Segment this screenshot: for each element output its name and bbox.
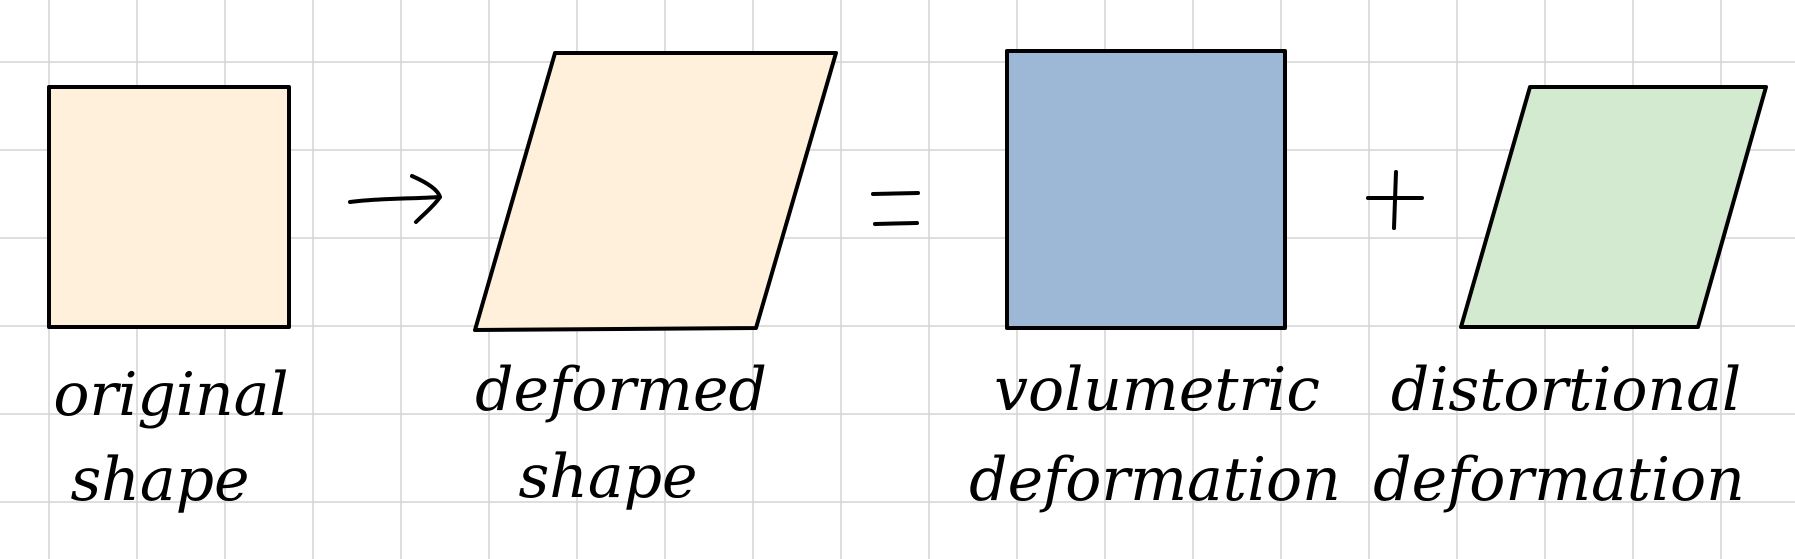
deformed-shape-group bbox=[473, 51, 838, 332]
volumetric-label-line1: volumetric bbox=[994, 355, 1320, 425]
equals-top-line bbox=[871, 191, 920, 196]
deformed-label-line1: deformed bbox=[475, 355, 767, 425]
plus-vertical-line bbox=[1392, 170, 1398, 230]
distortional-label-line1: distortional bbox=[1391, 355, 1741, 425]
arrow-head bbox=[410, 174, 442, 224]
labels: original shape deformed shape volumetric… bbox=[53, 355, 1744, 515]
volumetric-deformation-group bbox=[1005, 49, 1287, 330]
original-shape-square bbox=[47, 85, 291, 329]
deformed-shape-parallelogram bbox=[473, 51, 838, 332]
plus-operator bbox=[1366, 170, 1424, 230]
volumetric-label-line2: deformation bbox=[969, 445, 1341, 515]
volumetric-deformation-square bbox=[1005, 49, 1287, 330]
distortional-label-line2: deformation bbox=[1373, 445, 1745, 515]
original-label-line1: original bbox=[53, 360, 288, 430]
equals-operator bbox=[871, 191, 920, 226]
distortional-deformation-group bbox=[1459, 85, 1768, 329]
equals-bottom-line bbox=[873, 221, 919, 226]
distortional-deformation-parallelogram bbox=[1459, 85, 1768, 329]
deformed-label-line2: shape bbox=[518, 442, 697, 512]
arrow-shaft bbox=[348, 195, 442, 204]
arrow-operator bbox=[348, 174, 442, 224]
original-label-line2: shape bbox=[70, 445, 249, 515]
original-shape-group bbox=[47, 85, 291, 329]
